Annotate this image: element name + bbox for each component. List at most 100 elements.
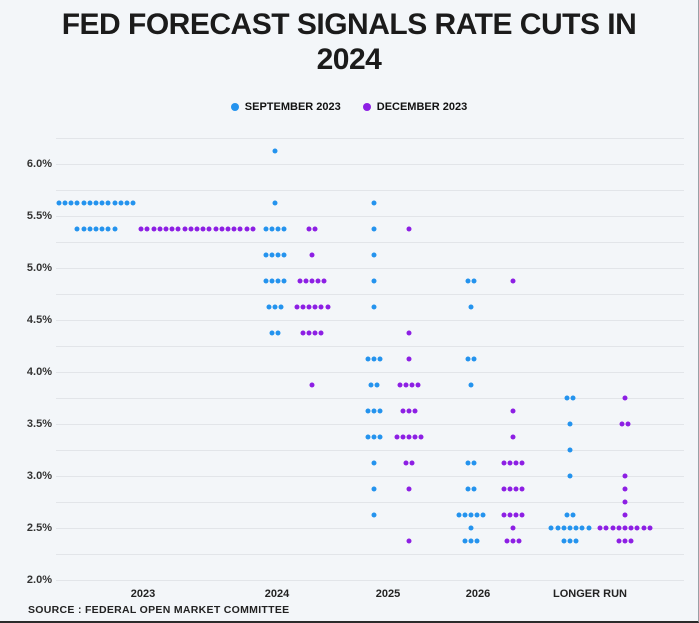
projection-dot <box>306 304 312 310</box>
projection-dot <box>118 200 124 206</box>
projection-dot <box>465 460 471 466</box>
projection-dot <box>206 226 212 232</box>
y-axis-tick-label: 5.5% <box>26 210 52 222</box>
projection-dot <box>622 512 628 518</box>
projection-dot <box>312 226 318 232</box>
chart-title-line2: 2024 <box>316 42 382 76</box>
projection-dot <box>471 278 477 284</box>
projection-dot <box>561 538 567 544</box>
projection-dot <box>371 200 377 206</box>
projection-dot <box>622 525 628 531</box>
projection-dot <box>622 538 628 544</box>
projection-dot <box>272 200 278 206</box>
projection-dot <box>163 226 169 232</box>
projection-dot <box>99 200 105 206</box>
projection-dot <box>93 200 99 206</box>
gridline <box>56 580 684 581</box>
projection-dot <box>513 486 519 492</box>
projection-dot <box>269 330 275 336</box>
projection-dot <box>275 278 281 284</box>
projection-dot <box>641 525 647 531</box>
projection-dot <box>188 226 194 232</box>
projection-dot <box>213 226 219 232</box>
projection-dot <box>312 304 318 310</box>
projection-dot <box>371 434 377 440</box>
projection-dot <box>465 356 471 362</box>
projection-dot <box>510 278 516 284</box>
projection-dot <box>62 200 68 206</box>
projection-dot <box>567 421 573 427</box>
projection-dot <box>371 226 377 232</box>
projection-dot <box>182 226 188 232</box>
projection-dot <box>263 226 269 232</box>
projection-dot <box>105 226 111 232</box>
projection-dot <box>300 304 306 310</box>
projection-dot <box>275 330 281 336</box>
x-axis-label: 2026 <box>465 588 491 600</box>
projection-dot <box>309 382 315 388</box>
projection-dot <box>87 226 93 232</box>
legend: SEPTEMBER 2023 DECEMBER 2023 <box>0 101 698 113</box>
projection-dot <box>406 330 412 336</box>
projection-dot <box>281 252 287 258</box>
projection-dot <box>468 304 474 310</box>
projection-dot <box>406 434 412 440</box>
projection-dot <box>468 382 474 388</box>
projection-dot <box>622 473 628 479</box>
projection-dot <box>278 304 284 310</box>
projection-dot <box>144 226 150 232</box>
projection-dot <box>634 525 640 531</box>
projection-dot <box>501 486 507 492</box>
projection-dot <box>365 408 371 414</box>
projection-dot <box>272 304 278 310</box>
projection-dot <box>325 304 330 310</box>
projection-dot <box>474 512 480 518</box>
projection-dot <box>456 512 462 518</box>
gridline <box>56 138 684 139</box>
projection-dot <box>266 304 272 310</box>
projection-dot <box>400 408 406 414</box>
legend-label-december: DECEMBER 2023 <box>376 101 468 113</box>
projection-dot <box>468 512 474 518</box>
projection-dot <box>321 278 327 284</box>
projection-dot <box>124 200 130 206</box>
projection-dot <box>306 226 312 232</box>
y-axis-tick-label: 2.5% <box>26 522 52 534</box>
projection-dot <box>610 525 616 531</box>
projection-dot <box>371 486 377 492</box>
projection-dot <box>510 525 516 531</box>
projection-dot <box>200 226 206 232</box>
y-axis-tick-label: 3.0% <box>26 470 52 482</box>
projection-dot <box>318 330 324 336</box>
y-axis-tick-label: 2.0% <box>26 574 52 586</box>
y-axis-tick-label: 4.5% <box>26 314 52 326</box>
projection-dot <box>219 226 225 232</box>
projection-dot <box>462 512 468 518</box>
projection-dot <box>510 408 516 414</box>
projection-dot <box>516 538 522 544</box>
projection-dot <box>603 525 609 531</box>
projection-dot <box>406 226 412 232</box>
projection-dot <box>237 226 243 232</box>
y-axis-tick-label: 6.0% <box>26 158 52 170</box>
projection-dot <box>151 226 157 232</box>
projection-dot <box>374 382 380 388</box>
projection-dot <box>68 200 74 206</box>
projection-dot <box>465 278 471 284</box>
gridline <box>56 320 684 321</box>
projection-dot <box>628 538 634 544</box>
projection-dot <box>412 408 418 414</box>
projection-dot <box>406 356 412 362</box>
projection-dot <box>519 512 525 518</box>
projection-dot <box>480 512 486 518</box>
projection-dot <box>371 408 377 414</box>
x-axis-label: 2025 <box>375 588 401 600</box>
projection-dot <box>368 382 374 388</box>
projection-dot <box>318 304 324 310</box>
projection-dot <box>573 538 579 544</box>
projection-dot <box>507 486 513 492</box>
projection-dot <box>87 200 93 206</box>
projection-dot <box>564 512 570 518</box>
y-axis-tick-label: 4.0% <box>26 366 52 378</box>
